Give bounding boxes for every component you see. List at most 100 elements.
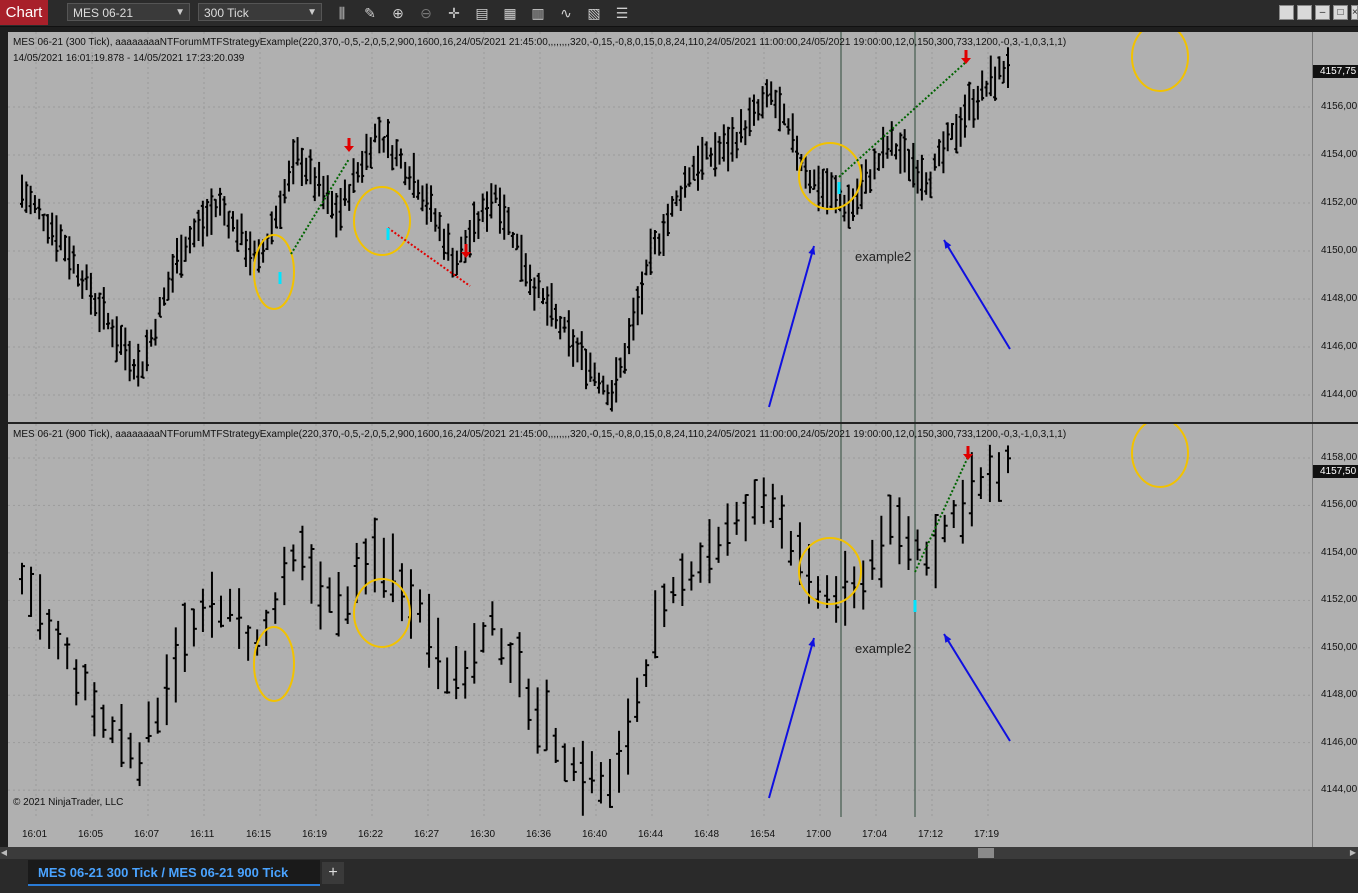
ohlc-bar (510, 231, 515, 248)
ohlc-bar (968, 452, 975, 527)
properties-icon[interactable]: ▦ (503, 5, 517, 21)
strategies-icon[interactable]: ▧ (587, 5, 601, 21)
ohlc-bar (355, 162, 360, 183)
ohlc-bar (248, 231, 253, 276)
ohlc-bar (82, 663, 89, 701)
indicators-icon[interactable]: ∿ (560, 5, 572, 21)
ohlc-bar (670, 196, 675, 217)
ohlc-bar (958, 107, 963, 147)
ohlc-bar (975, 85, 980, 120)
draw-pencil-icon[interactable]: ✎ (364, 5, 376, 21)
ohlc-bar (175, 237, 180, 274)
interval-selector[interactable]: 300 Tick ▼ (198, 3, 322, 21)
ohlc-bar (136, 343, 141, 387)
scroll-left-icon[interactable]: ◀ (0, 847, 8, 859)
ohlc-bar (652, 590, 659, 659)
time-axis-label: 17:00 (806, 829, 832, 840)
crosshair-icon[interactable]: ✛ (448, 5, 460, 21)
ohlc-bar (833, 175, 838, 214)
ohlc-bar (181, 602, 188, 672)
ohlc-bar (97, 292, 102, 333)
ohlc-bar (516, 632, 523, 698)
ohlc-bar (905, 516, 912, 570)
ohlc-bar (773, 89, 778, 119)
last-price-tag: 4157,75 (1313, 65, 1358, 78)
ohlc-bar (123, 327, 128, 371)
scroll-right-icon[interactable]: ▶ (1348, 847, 1358, 859)
ohlc-bar (353, 542, 360, 604)
ohlc-bar (928, 171, 933, 199)
ohlc-bar (778, 495, 785, 549)
annotation-arrowhead (944, 240, 952, 249)
highlight-circle (798, 142, 862, 210)
window-layout-icon[interactable] (1279, 5, 1294, 20)
price-axis-bottom[interactable]: 4158,00 4156,00 4154,00 4152,00 4150,00 4148,… (1312, 424, 1358, 817)
ohlc-bar (153, 318, 158, 346)
ohlc-bar (924, 172, 929, 195)
ohlc-bar (429, 185, 434, 222)
ohlc-bar (119, 324, 124, 355)
chart-scrollbar[interactable] (8, 847, 1358, 859)
data-box-icon[interactable]: ▤ (475, 5, 489, 21)
ohlc-bar (894, 143, 899, 160)
price-axis-top[interactable]: 4156,00 4154,00 4152,00 4150,00 4148,00 4146,… (1312, 32, 1358, 422)
ohlc-bar (1001, 60, 1006, 84)
ohlc-bar (45, 214, 50, 244)
add-tab-button[interactable]: + (322, 862, 344, 884)
ohlc-bar (786, 118, 791, 135)
zoom-out-icon[interactable]: ⊖ (420, 5, 432, 21)
close-icon[interactable]: × (1351, 5, 1358, 20)
ohlc-bar (528, 264, 533, 296)
ohlc-bar (661, 214, 666, 257)
date-range-label: 14/05/2021 16:01:19.878 - 14/05/2021 17:… (13, 53, 245, 64)
copyright-label: © 2021 NinjaTrader, LLC (13, 797, 124, 808)
panel-divider[interactable] (8, 422, 1358, 424)
ohlc-bar (471, 623, 478, 684)
ohlc-bar (919, 154, 924, 201)
time-axis[interactable]: 16:01 16:05 16:07 16:11 16:15 16:19 16:22 16:27… (8, 817, 1312, 847)
trade-line (290, 158, 350, 255)
ohlc-bar (941, 131, 946, 174)
ohlc-bar (724, 503, 731, 556)
ohlc-bar (825, 168, 830, 215)
ohlc-bar (747, 97, 752, 137)
price-panel-300-tick[interactable]: MES 06-21 (300 Tick), aaaaaaaaNTForumMTF… (8, 32, 1312, 422)
ohlc-bar (726, 126, 731, 172)
minimize-icon[interactable]: – (1315, 5, 1330, 20)
ohlc-bar (950, 500, 957, 529)
ohlc-bar (389, 533, 396, 603)
tab-chart[interactable]: MES 06-21 300 Tick / MES 06-21 900 Tick (28, 860, 320, 886)
trade-line (838, 61, 967, 178)
ohlc-bar (338, 187, 343, 231)
ohlc-bar (299, 147, 304, 187)
chart-menu-button[interactable]: Chart (0, 0, 48, 25)
instrument-selector[interactable]: MES 06-21 ▼ (67, 3, 190, 21)
scrollbar-thumb[interactable] (978, 848, 994, 858)
ohlc-bar (261, 239, 266, 263)
ohlc-bar (166, 271, 171, 301)
price-panel-900-tick[interactable]: MES 06-21 (900 Tick), aaaaaaaaNTForumMTF… (8, 424, 1312, 817)
window-tile-icon[interactable] (1297, 5, 1312, 20)
ohlc-bar (760, 477, 767, 524)
ohlc-bar (230, 211, 235, 232)
ohlc-bar (643, 659, 650, 688)
ohlc-bar (795, 135, 800, 171)
maximize-icon[interactable]: □ (1333, 5, 1348, 20)
ohlc-bar (644, 259, 649, 276)
zoom-in-icon[interactable]: ⊕ (392, 5, 404, 21)
ohlc-bar (885, 135, 890, 159)
ohlc-bar (584, 348, 589, 390)
ohlc-bar (187, 225, 192, 254)
ohlc-bar (326, 577, 333, 613)
price-axis-label: 4146,00 (1321, 341, 1358, 352)
highlight-circle (1131, 424, 1189, 488)
ohlc-bar (850, 188, 855, 221)
ohlc-bar (67, 236, 72, 280)
ohlc-bar (381, 136, 386, 153)
bar-style-icon[interactable]: ⫼ (338, 5, 346, 21)
price-axis-label: 4158,00 (1321, 451, 1358, 463)
price-axis-label: 4156,00 (1321, 101, 1358, 112)
menu-icon[interactable]: ☰ (615, 5, 629, 21)
bar-type-icon[interactable]: ▥ (531, 5, 545, 21)
ohlc-bar (995, 452, 1002, 502)
